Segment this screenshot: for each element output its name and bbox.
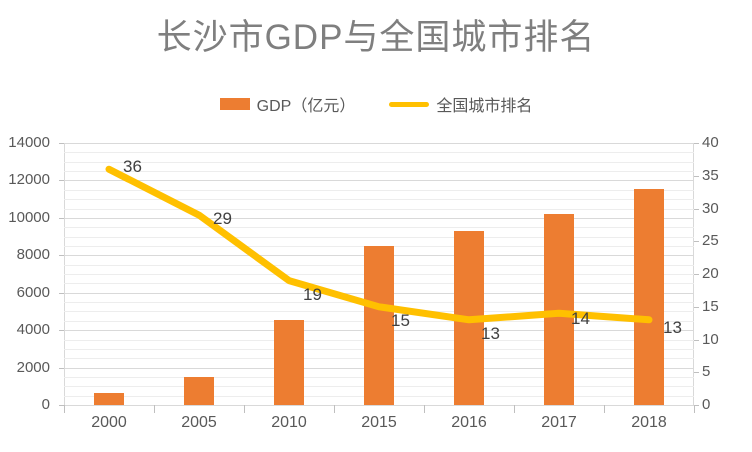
- bar-2015[interactable]: [364, 245, 394, 405]
- y-axis-tick: [59, 330, 64, 332]
- gridline-major: [64, 405, 694, 406]
- data-label-2000: 36: [123, 157, 142, 177]
- bar-2018[interactable]: [634, 188, 664, 405]
- y-axis-tick: [59, 180, 64, 182]
- y2-axis-tick-label: 40: [702, 134, 719, 151]
- y2-axis-tick: [694, 274, 699, 275]
- y-axis-tick-label: 0: [41, 396, 50, 413]
- bar-swatch-icon: [219, 98, 250, 110]
- data-label-2017: 14: [571, 309, 590, 329]
- chart-title: 长沙市GDP与全国城市排名: [156, 18, 596, 57]
- y-axis-tick: [59, 255, 64, 257]
- y2-axis-tick-label: 25: [702, 232, 719, 250]
- gridline-major: [64, 143, 694, 144]
- gridline-minor: [64, 208, 694, 210]
- y2-axis-tick: [694, 143, 699, 144]
- gridline-minor: [64, 199, 694, 201]
- legend-item-gdp[interactable]: GDP（亿元）: [219, 92, 356, 116]
- gridline-major: [64, 217, 694, 219]
- y2-axis-tick-label: 10: [702, 330, 719, 348]
- x-axis-tick: [244, 405, 245, 413]
- y-axis-tick: [59, 292, 64, 294]
- x-axis-label-2010: 2010: [271, 414, 307, 431]
- y2-axis-tick: [694, 241, 699, 243]
- gridline-minor: [64, 189, 694, 191]
- y-axis-tick: [59, 217, 64, 219]
- x-axis-label-2016: 2016: [451, 414, 487, 431]
- data-label-2005: 29: [213, 209, 232, 229]
- gridline-minor: [64, 161, 694, 163]
- y2-axis-tick: [694, 339, 699, 341]
- bar-2017[interactable]: [544, 214, 574, 405]
- y2-axis-tick-label: 35: [702, 166, 719, 184]
- y2-axis-tick: [694, 405, 699, 406]
- x-axis-tick: [604, 405, 605, 413]
- gridline-major: [64, 180, 694, 182]
- y2-axis-tick: [694, 306, 699, 308]
- data-label-2010: 19: [303, 284, 322, 304]
- y-axis-tick-label: 10000: [8, 208, 50, 226]
- x-axis-tick: [694, 405, 695, 413]
- plot-area: [64, 143, 694, 406]
- y-axis-tick-label: 8000: [16, 246, 50, 264]
- bar-2005[interactable]: [184, 376, 214, 405]
- line-series: [105, 165, 653, 324]
- bar-2010[interactable]: [274, 319, 304, 405]
- y-axis-tick-label: 4000: [16, 321, 50, 339]
- legend-item-label: GDP（亿元）: [256, 98, 356, 115]
- x-axis-label-2000: 2000: [91, 414, 127, 431]
- data-label-2015: 15: [391, 310, 410, 330]
- line-swatch-icon: [389, 101, 430, 107]
- y-axis-tick-label: 12000: [8, 171, 50, 189]
- y-axis-tick: [59, 367, 64, 369]
- y2-axis-tick: [694, 372, 699, 374]
- x-axis-tick: [424, 405, 425, 413]
- legend-item-label: 全国城市排名: [436, 98, 533, 115]
- y2-axis-tick: [694, 208, 699, 210]
- gridline-minor: [64, 227, 694, 229]
- x-axis-tick: [154, 405, 155, 413]
- legend-item-rank[interactable]: 全国城市排名: [389, 92, 532, 116]
- data-label-2018: 13: [663, 317, 682, 337]
- y2-axis-tick-label: 5: [702, 363, 711, 381]
- bar-2000[interactable]: [94, 392, 124, 405]
- gridline-minor: [64, 152, 694, 154]
- x-axis-tick: [64, 405, 65, 413]
- data-label-2016: 13: [481, 323, 500, 343]
- rank-line-path: [105, 165, 653, 324]
- y2-axis-tick-label: 0: [702, 396, 711, 413]
- y-axis-tick: [59, 143, 64, 144]
- x-axis-label-2017: 2017: [541, 414, 577, 431]
- y2-axis-tick: [694, 175, 699, 177]
- x-axis-label-2005: 2005: [181, 414, 217, 431]
- y2-axis-tick-label: 15: [702, 297, 719, 315]
- chart-legend: GDP（亿元） 全国城市排名: [0, 92, 752, 116]
- gridline-minor: [64, 171, 694, 173]
- x-axis-label-2015: 2015: [361, 414, 397, 431]
- x-axis-label-2018: 2018: [631, 414, 667, 431]
- y-axis-tick-label: 14000: [8, 134, 50, 151]
- x-axis-tick: [334, 405, 335, 413]
- x-axis-tick: [514, 405, 515, 413]
- y2-axis-tick-label: 30: [702, 199, 719, 217]
- y-axis-tick-label: 2000: [16, 358, 50, 376]
- y-axis-tick: [59, 405, 64, 406]
- y-axis-tick-label: 6000: [16, 283, 50, 301]
- gridline-minor: [64, 236, 694, 238]
- y2-axis-tick-label: 20: [702, 265, 719, 282]
